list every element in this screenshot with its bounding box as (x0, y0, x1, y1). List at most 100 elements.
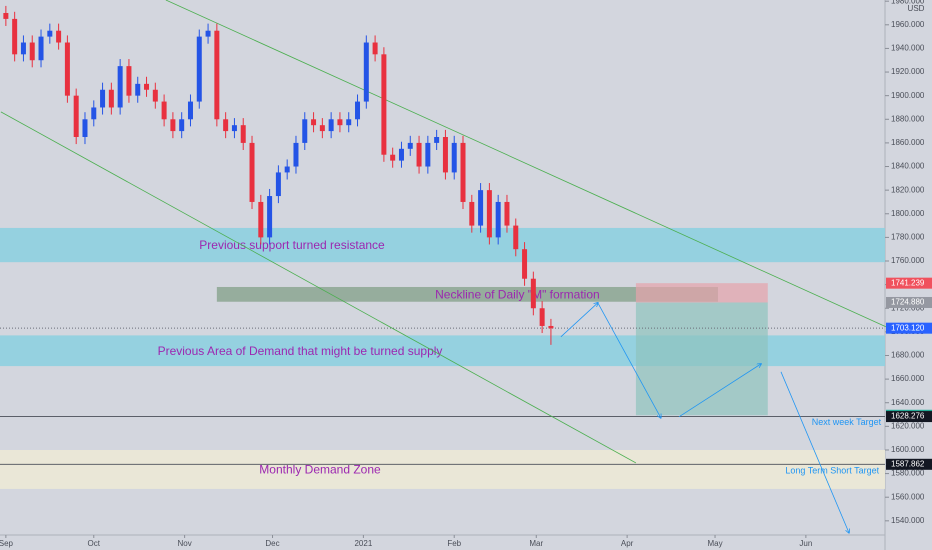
candle-body (240, 125, 246, 143)
y-tick-label: 1560.000 (891, 492, 925, 501)
y-tick-label: 1820.000 (891, 185, 925, 194)
y-tick-label: 1880.000 (891, 114, 925, 123)
candle-body (56, 30, 62, 43)
x-tick-label: Dec (265, 539, 279, 548)
y-tick-label: 1940.000 (891, 44, 925, 53)
y-tick-label: 1760.000 (891, 256, 925, 265)
candle-body (144, 83, 150, 90)
price-tag (886, 458, 932, 470)
candle-body (214, 30, 220, 120)
candle-body (135, 83, 141, 96)
zone (0, 227, 885, 263)
candle-body (47, 30, 53, 37)
candle-body (355, 101, 361, 120)
x-tick-label: Nov (178, 539, 192, 548)
price-tag-label: 1741.239 (891, 278, 925, 287)
candle-body (126, 66, 132, 96)
zone-label: Neckline of Daily "M" formation (435, 288, 600, 302)
candle-body (196, 36, 202, 102)
y-tick-label: 1640.000 (891, 398, 925, 407)
candle-body (416, 142, 422, 167)
candle-body (117, 66, 123, 108)
y-tick-label: 1860.000 (891, 138, 925, 147)
candle-body (3, 12, 9, 19)
y-tick-label: 1840.000 (891, 162, 925, 171)
candle-body (231, 125, 237, 132)
stop-area (635, 283, 768, 303)
candle-body (267, 196, 273, 238)
candle-body (64, 42, 70, 96)
candle-body (284, 166, 290, 173)
x-tick-label: Jun (799, 539, 812, 548)
candle-body (249, 142, 255, 202)
x-tick-label: Apr (621, 539, 634, 548)
candle-body (12, 18, 18, 55)
candle-body (258, 201, 264, 238)
candle-body (275, 172, 281, 197)
price-tag (886, 322, 932, 334)
x-tick-label: Sep (0, 539, 14, 548)
candle-body (152, 89, 158, 102)
candle-body (29, 42, 35, 61)
candle-body (337, 119, 343, 126)
x-tick-label: Mar (529, 539, 543, 548)
candle-body (442, 136, 448, 173)
candle-body (460, 142, 466, 202)
trend-line (165, 0, 887, 328)
candle-body (328, 119, 334, 132)
candle-body (486, 190, 492, 238)
zone (0, 449, 885, 489)
candle-body (513, 225, 519, 250)
price-tag (886, 277, 932, 289)
candle-body (372, 42, 378, 55)
candle-body (38, 36, 44, 61)
candle-body (179, 119, 185, 132)
price-tag-label: 1703.120 (891, 323, 925, 332)
candle-body (73, 95, 79, 137)
candle-body (425, 142, 431, 167)
zone-label: Previous support turned resistance (199, 238, 385, 252)
zone-label: Previous Area of Demand that might be tu… (158, 344, 443, 358)
y-tick-label: 1540.000 (891, 516, 925, 525)
arrow (780, 371, 849, 533)
candle-body (478, 190, 484, 226)
candle-body (187, 101, 193, 120)
arrow (597, 302, 661, 418)
candle-body (398, 148, 404, 161)
candle-body (390, 154, 396, 161)
candle-body (161, 101, 167, 120)
candle-body (504, 201, 510, 226)
candle-body (539, 308, 545, 326)
y-tick-label: 1920.000 (891, 67, 925, 76)
x-tick-label: Feb (447, 539, 461, 548)
y-tick-label: 1660.000 (891, 374, 925, 383)
y-tick-label: 1780.000 (891, 232, 925, 241)
candle-body (548, 325, 554, 329)
candle-body (100, 89, 106, 108)
candle-body (363, 42, 369, 102)
y-tick-label: 1600.000 (891, 445, 925, 454)
candle-body (451, 142, 457, 173)
candle-body (82, 119, 88, 137)
candle-body (302, 119, 308, 143)
candle-body (311, 119, 317, 126)
price-tag-label: 1724.880 (891, 298, 925, 307)
y-tick-label: 1800.000 (891, 209, 925, 218)
y-tick-label: 1900.000 (891, 91, 925, 100)
annotation: Long Term Short Target (785, 466, 879, 476)
arrow (678, 364, 761, 418)
currency: USD (908, 4, 925, 13)
x-tick-label: May (707, 539, 722, 548)
y-tick-label: 1960.000 (891, 20, 925, 29)
price-tag (886, 411, 932, 423)
arrow (560, 303, 598, 338)
candle-body (346, 119, 352, 126)
candle-body (381, 54, 387, 155)
y-tick-label: 1680.000 (891, 351, 925, 360)
price-tag-label: 1587.862 (891, 459, 925, 468)
candle-body (434, 136, 440, 143)
candle-body (205, 30, 211, 37)
y-tick-label: 1580.000 (891, 469, 925, 478)
